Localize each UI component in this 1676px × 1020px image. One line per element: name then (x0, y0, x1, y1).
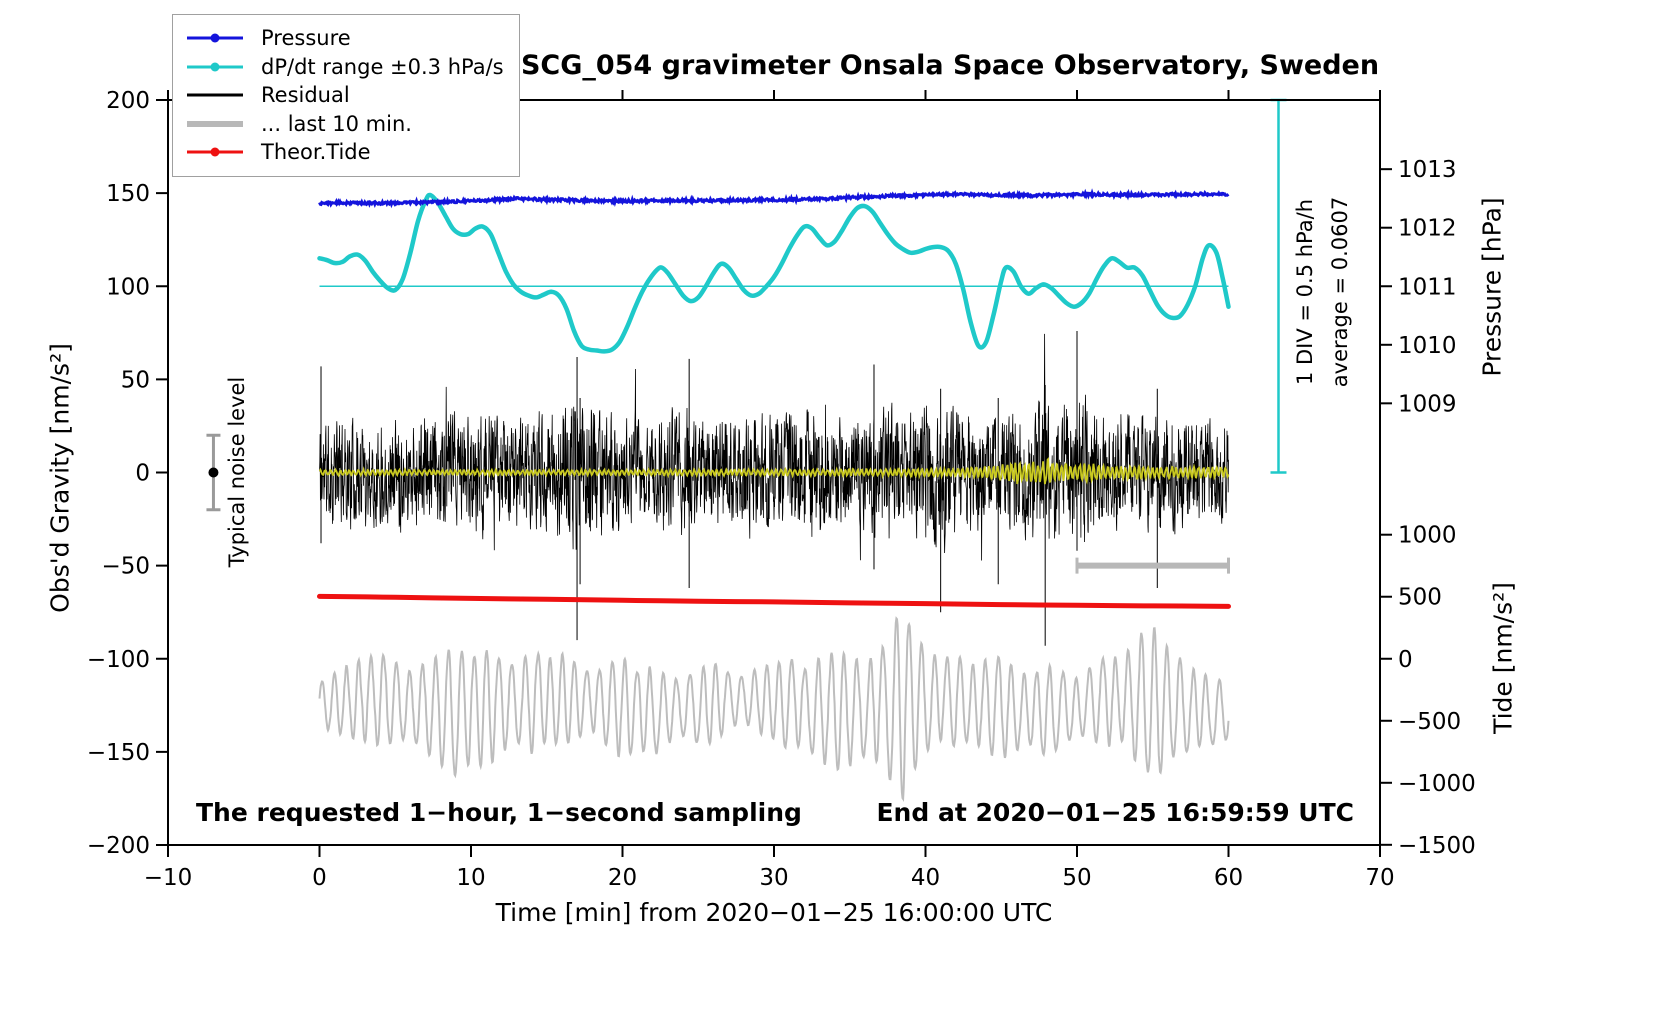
typical-noise-label: Typical noise level (225, 376, 249, 568)
svg-text:50: 50 (1062, 865, 1091, 891)
svg-text:50: 50 (121, 367, 150, 393)
svg-text:500: 500 (1398, 585, 1442, 611)
div-scale-annotation: 1 DIV = 0.5 hPa/h (1293, 198, 1317, 386)
legend: Pressure dP/dt range ±0.3 hPa/s Residual… (172, 14, 520, 177)
chart-title: SCG_054 gravimeter Onsala Space Observat… (520, 50, 1380, 81)
svg-text:−50: −50 (101, 554, 150, 580)
end-time-annotation: End at 2020−01−25 16:59:59 UTC (876, 798, 1354, 827)
y-axis-label-left: Obs'd Gravity [nm/s²] (45, 343, 75, 613)
svg-text:200: 200 (106, 88, 150, 114)
legend-item-dpdt: dP/dt range ±0.3 hPa/s (187, 53, 519, 82)
axis-ticks-and-labels: −10 0 10 20 30 40 50 60 70200150100500−50−100−15… (87, 88, 1476, 891)
legend-label: ... last 10 min. (261, 111, 412, 136)
residual-line-marker-icon (187, 85, 243, 105)
legend-label: dP/dt range ±0.3 hPa/s (261, 54, 504, 79)
legend-item-pressure: Pressure (187, 24, 519, 53)
svg-text:150: 150 (106, 181, 150, 207)
legend-item-residual: Residual (187, 81, 519, 110)
last10min-line-marker-icon (187, 114, 243, 134)
svg-text:0: 0 (135, 461, 150, 487)
svg-text:1000: 1000 (1398, 523, 1457, 549)
last10min-series (318, 616, 1230, 802)
pressure-line-marker-icon (187, 28, 243, 48)
sampling-annotation: The requested 1−hour, 1−second sampling (196, 798, 802, 827)
dpdt-series (317, 192, 1231, 354)
last10min-bar (1075, 557, 1230, 574)
typical-noise-errorbar (206, 433, 221, 512)
svg-text:1012: 1012 (1398, 216, 1457, 242)
svg-text:60: 60 (1214, 865, 1243, 891)
y-axis-label-tide: Tide [nm/s²] (1488, 582, 1518, 734)
svg-text:40: 40 (911, 865, 940, 891)
svg-text:−100: −100 (87, 647, 150, 673)
legend-item-last10min: ... last 10 min. (187, 110, 519, 139)
legend-label: Residual (261, 83, 350, 108)
svg-text:−1000: −1000 (1398, 771, 1476, 797)
residual-series (319, 333, 1229, 561)
svg-text:−1500: −1500 (1398, 833, 1476, 859)
svg-text:1011: 1011 (1398, 274, 1457, 300)
residual-smooth-series (318, 457, 1230, 485)
svg-text:70: 70 (1365, 865, 1394, 891)
svg-text:0: 0 (1398, 647, 1413, 673)
svg-text:0: 0 (312, 865, 327, 891)
legend-label: Theor.Tide (261, 140, 371, 165)
legend-label: Pressure (261, 26, 351, 51)
x-axis-label: Time [min] from 2020−01−25 16:00:00 UTC (495, 898, 1053, 927)
svg-text:−500: −500 (1398, 709, 1461, 735)
pressure-div-scale-bar (1270, 98, 1287, 474)
legend-item-theortide: Theor.Tide (187, 138, 519, 167)
svg-text:100: 100 (106, 274, 150, 300)
svg-text:−10: −10 (144, 865, 193, 891)
svg-text:10: 10 (456, 865, 485, 891)
svg-text:30: 30 (759, 865, 788, 891)
svg-text:−200: −200 (87, 833, 150, 859)
pressure-series (318, 188, 1230, 209)
theortide-line-marker-icon (187, 142, 243, 162)
svg-text:1009: 1009 (1398, 391, 1457, 417)
average-annotation: average = 0.0607 (1328, 196, 1352, 388)
residual-spikes (320, 330, 1158, 646)
dpdt-line-marker-icon (187, 57, 243, 77)
svg-text:20: 20 (608, 865, 637, 891)
theortide-series (317, 593, 1231, 609)
svg-text:1013: 1013 (1398, 157, 1457, 183)
plot-series-area (317, 188, 1231, 802)
y-axis-label-pressure: Pressure [hPa] (1477, 197, 1507, 377)
svg-text:1010: 1010 (1398, 333, 1457, 359)
svg-text:−150: −150 (87, 740, 150, 766)
